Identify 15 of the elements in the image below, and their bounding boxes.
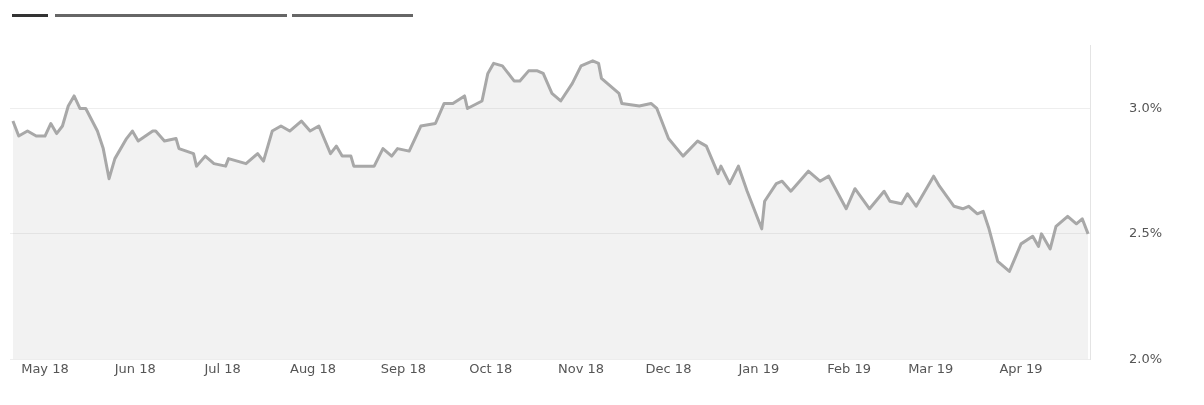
- x-tick-label: Nov 18: [558, 361, 605, 377]
- y-tick-label: 2.0%: [1128, 350, 1162, 366]
- y-tick-label: 2.5%: [1128, 225, 1162, 241]
- x-tick-label: Sep 18: [380, 361, 426, 377]
- x-tick-label: Feb 19: [827, 361, 871, 377]
- x-tick-label: Jun 18: [113, 361, 156, 377]
- y-tick-label: 3.0%: [1128, 99, 1162, 115]
- x-tick-label: Apr 19: [999, 361, 1043, 377]
- x-tick-label: Mar 19: [908, 361, 954, 377]
- x-tick-label: Jan 19: [737, 361, 780, 377]
- x-tick-label: Oct 18: [469, 361, 513, 377]
- x-tick-label: Aug 18: [289, 361, 337, 377]
- x-tick-label: Dec 18: [645, 361, 692, 377]
- x-tick-label: May 18: [21, 361, 69, 377]
- x-tick-label: Jul 18: [203, 361, 241, 377]
